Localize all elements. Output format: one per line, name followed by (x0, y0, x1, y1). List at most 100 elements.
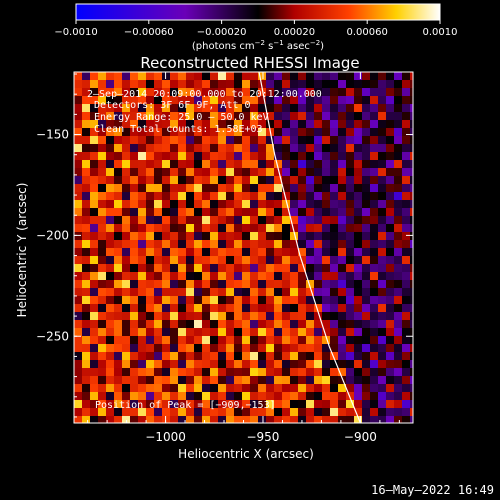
heatmap-cell (234, 96, 242, 104)
heatmap-cell (322, 192, 330, 200)
heatmap-cell (242, 336, 250, 344)
heatmap-cell (258, 232, 266, 240)
heatmap-cell (330, 288, 338, 296)
heatmap-cell (250, 136, 258, 144)
heatmap-cell (378, 336, 386, 344)
heatmap-cell (114, 336, 122, 344)
heatmap-cell (402, 352, 410, 360)
heatmap-cell (362, 304, 370, 312)
heatmap-cell (298, 296, 306, 304)
heatmap-cell (370, 296, 378, 304)
heatmap-cell (130, 352, 138, 360)
heatmap-cell (210, 408, 218, 416)
heatmap-cell (218, 344, 226, 352)
heatmap-cell (106, 112, 114, 120)
heatmap-cell (154, 224, 162, 232)
heatmap-cell (322, 320, 330, 328)
heatmap-cell (314, 216, 322, 224)
heatmap-cell (106, 352, 114, 360)
heatmap-cell (242, 104, 250, 112)
heatmap-cell (298, 88, 306, 96)
heatmap-cell (114, 304, 122, 312)
heatmap-cell (298, 368, 306, 376)
heatmap-cell (402, 128, 410, 136)
heatmap-cell (90, 400, 98, 408)
heatmap-cell (98, 232, 106, 240)
heatmap-cell (290, 416, 298, 423)
heatmap-cell (402, 72, 410, 80)
heatmap-cell (218, 312, 226, 320)
heatmap-cell (282, 80, 290, 88)
heatmap-cell (386, 184, 394, 192)
colorbar: −0.0010 −0.00060 −0.00020 0.00020 0.00060 0.0… (54, 3, 458, 52)
heatmap-cell (314, 72, 322, 80)
heatmap-cell (370, 416, 378, 423)
heatmap-cell (162, 296, 170, 304)
heatmap-cell (402, 144, 410, 152)
heatmap-cell (138, 240, 146, 248)
heatmap-cell (258, 376, 266, 384)
heatmap-cell (106, 280, 114, 288)
heatmap-cell (346, 376, 354, 384)
heatmap-cell (98, 144, 106, 152)
heatmap-cell (258, 120, 266, 128)
heatmap-cell (410, 104, 413, 112)
heatmap-cell (186, 272, 194, 280)
heatmap-cell (82, 248, 90, 256)
heatmap-cell (162, 352, 170, 360)
heatmap-cell (210, 184, 218, 192)
heatmap-cell (290, 128, 298, 136)
heatmap-cell (266, 336, 274, 344)
heatmap-cell (242, 272, 250, 280)
heatmap-cell (82, 320, 90, 328)
heatmap-cell (402, 336, 410, 344)
heatmap-cell (154, 184, 162, 192)
heatmap-cell (394, 344, 402, 352)
heatmap-cell (362, 232, 370, 240)
heatmap-cell (370, 80, 378, 88)
heatmap-cell (266, 392, 274, 400)
heatmap-cell (250, 272, 258, 280)
heatmap-cell (362, 368, 370, 376)
heatmap-cell (114, 128, 122, 136)
heatmap-cell (386, 336, 394, 344)
heatmap-cell (410, 232, 413, 240)
heatmap-cell (162, 200, 170, 208)
heatmap-cell (346, 312, 354, 320)
heatmap-cell (354, 144, 362, 152)
heatmap-cell (346, 200, 354, 208)
heatmap-cell (178, 168, 186, 176)
heatmap-cell (202, 304, 210, 312)
heatmap-cell (178, 304, 186, 312)
heatmap-cell (330, 168, 338, 176)
heatmap-cell (170, 144, 178, 152)
heatmap-cell (130, 128, 138, 136)
heatmap-cell (98, 96, 106, 104)
heatmap-cell (74, 320, 82, 328)
heatmap-cell (98, 264, 106, 272)
heatmap-cell (130, 360, 138, 368)
heatmap-cell (186, 320, 194, 328)
heatmap-cell (114, 344, 122, 352)
heatmap-cell (394, 72, 402, 80)
heatmap-cell (258, 224, 266, 232)
heatmap-cell (162, 272, 170, 280)
heatmap-cell (378, 72, 386, 80)
heatmap-cell (362, 224, 370, 232)
heatmap-cell (362, 200, 370, 208)
heatmap-cell (162, 320, 170, 328)
heatmap-cell (186, 176, 194, 184)
heatmap-cell (234, 184, 242, 192)
heatmap-cell (362, 392, 370, 400)
heatmap-cell (146, 376, 154, 384)
heatmap-cell (282, 344, 290, 352)
heatmap-cell (138, 160, 146, 168)
heatmap-cell (290, 240, 298, 248)
heatmap-cell (194, 152, 202, 160)
heatmap-cell (234, 160, 242, 168)
heatmap-cell (90, 200, 98, 208)
heatmap-cell (146, 160, 154, 168)
heatmap-cell (234, 232, 242, 240)
heatmap-cell (146, 280, 154, 288)
heatmap-cell (98, 200, 106, 208)
